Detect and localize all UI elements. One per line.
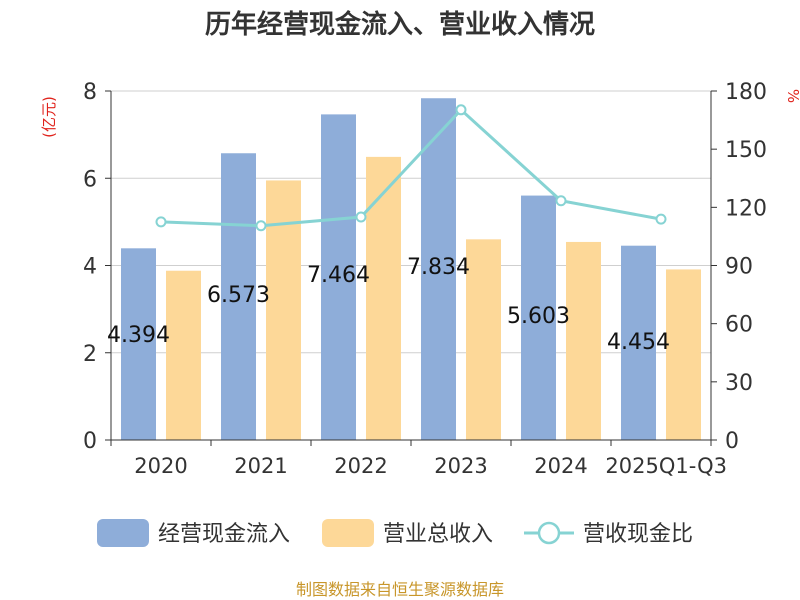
left-tick-label-0: 0 xyxy=(83,429,97,454)
legend: 经营现金流入 营业总收入 营收现金比 xyxy=(97,519,693,547)
bar-revenue-3 xyxy=(466,239,501,440)
right-tick-label-1: 30 xyxy=(725,371,753,396)
source-note: 制图数据来自恒生聚源数据库 xyxy=(296,580,504,599)
legend-label-ratio: 营收现金比 xyxy=(583,522,693,547)
bar-revenue-0 xyxy=(166,270,201,440)
ratio-polyline xyxy=(160,107,662,228)
x-tick-label-0: 2020 xyxy=(134,454,187,478)
ratio-point-3 xyxy=(455,104,467,116)
bar-cash-inflow-5 xyxy=(621,245,656,440)
legend-swatch-ratio-marker xyxy=(537,521,561,545)
legend-swatch-cash-inflow xyxy=(97,519,149,547)
ratio-point-4 xyxy=(555,195,567,207)
grid-lines xyxy=(111,90,711,354)
bar-revenue-5 xyxy=(666,269,701,440)
bar-cash-inflow-4 xyxy=(521,195,556,440)
legend-label-revenue: 营业总收入 xyxy=(383,522,493,547)
x-tick-label-3: 2023 xyxy=(434,454,487,478)
data-label-cash-inflow-3: 7.834 xyxy=(407,255,470,280)
x-tick-label-4: 2024 xyxy=(534,454,587,478)
x-tick-label-2: 2022 xyxy=(334,454,387,478)
x-tick-label-5: 2025Q1-Q3 xyxy=(605,454,727,478)
bar-cash-inflow-2 xyxy=(321,114,356,441)
bars xyxy=(121,98,701,441)
bar-cash-inflow-1 xyxy=(221,153,256,440)
left-tick-label-1: 2 xyxy=(83,342,97,367)
chart-title: 历年经营现金流入、营业收入情况 xyxy=(205,9,595,40)
ratio-point-2 xyxy=(355,211,367,223)
bar-revenue-4 xyxy=(566,241,601,440)
data-label-cash-inflow-4: 5.603 xyxy=(507,304,570,329)
bar-cash-inflow-0 xyxy=(121,248,156,440)
right-tick-label-3: 90 xyxy=(725,255,753,280)
bar-revenue-2 xyxy=(366,156,401,440)
data-labels: 4.394 6.573 7.464 7.834 5.603 4.454 xyxy=(107,255,670,355)
left-tick-label-4: 8 xyxy=(83,80,97,105)
left-axis-unit: (亿元) xyxy=(40,96,58,138)
ratio-point-1 xyxy=(255,220,267,232)
left-tick-label-3: 6 xyxy=(83,167,97,192)
right-tick-label-2: 60 xyxy=(725,313,753,338)
bar-cash-inflow-3 xyxy=(421,98,456,440)
data-label-cash-inflow-1: 6.573 xyxy=(207,283,270,308)
data-label-cash-inflow-5: 4.454 xyxy=(607,330,670,355)
data-label-cash-inflow-0: 4.394 xyxy=(107,323,170,348)
data-label-cash-inflow-2: 7.464 xyxy=(307,263,370,288)
right-axis-unit: % xyxy=(784,89,800,103)
left-tick-label-2: 4 xyxy=(83,255,97,280)
right-tick-label-6: 180 xyxy=(725,80,767,105)
ratio-point-0 xyxy=(155,216,167,228)
right-tick-label-5: 150 xyxy=(725,138,767,163)
legend-swatch-revenue xyxy=(322,519,374,547)
right-tick-label-4: 120 xyxy=(725,196,767,221)
right-tick-label-0: 0 xyxy=(725,429,739,454)
legend-label-cash-inflow: 经营现金流入 xyxy=(158,522,290,547)
ratio-point-5 xyxy=(655,213,667,225)
x-tick-label-1: 2021 xyxy=(234,454,287,478)
axes: 0 2 4 6 8 0 30 60 90 120 150 180 2020 2021 2022 2023 202… xyxy=(83,80,767,478)
bar-revenue-1 xyxy=(266,180,301,440)
ratio-line xyxy=(155,104,667,232)
